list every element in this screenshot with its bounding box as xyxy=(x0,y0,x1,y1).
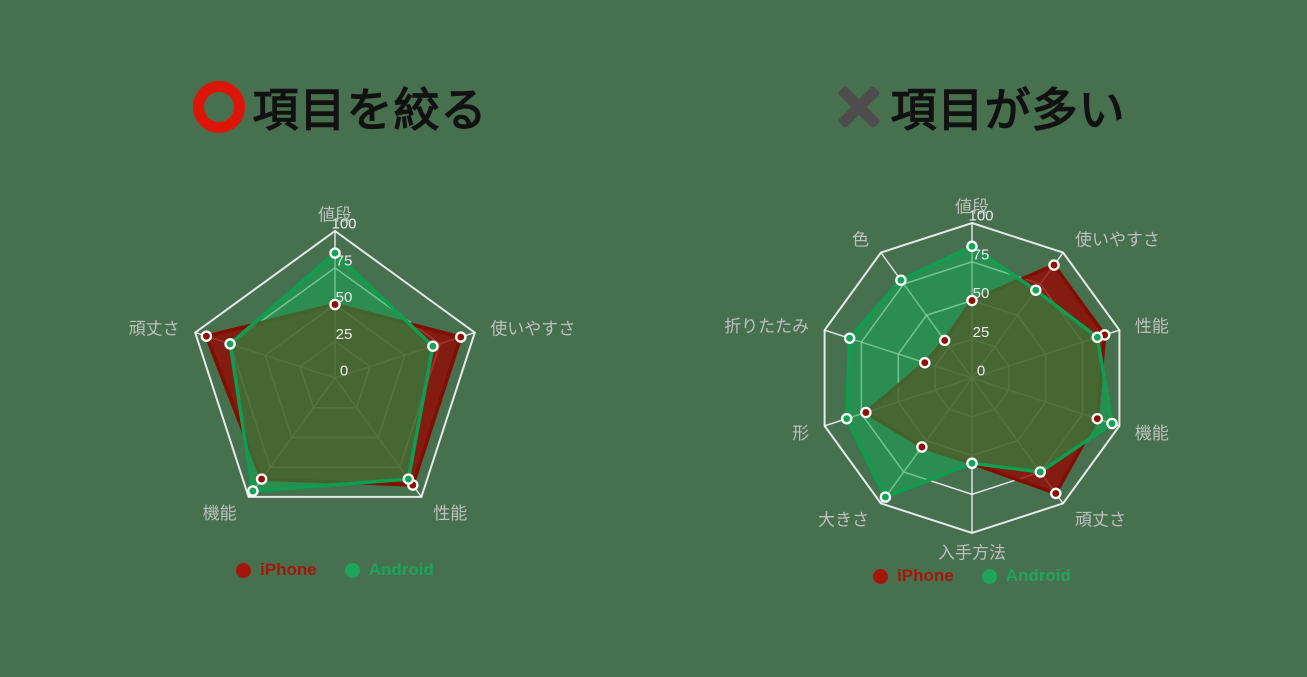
iphone-data-point xyxy=(1050,487,1062,500)
iphone-data-point xyxy=(329,298,341,311)
tick-label-100: 100 xyxy=(331,216,356,233)
axis-label-3: 機能 xyxy=(203,504,237,523)
android-data-point xyxy=(895,274,907,286)
red-circle-icon xyxy=(192,81,245,133)
android-data-point xyxy=(1106,417,1118,430)
tick-label-50: 50 xyxy=(336,289,353,306)
android-data-point xyxy=(402,473,415,485)
right-chart-legend: iPhone Android xyxy=(772,566,1172,586)
iphone-data-point xyxy=(919,356,931,369)
iphone-data-point xyxy=(1091,412,1104,425)
right-chart-title-text: 項目が多い xyxy=(890,84,1126,136)
tick-label-100: 100 xyxy=(968,208,993,225)
android-data-point xyxy=(329,247,341,259)
tick-label-0: 0 xyxy=(977,363,985,380)
android-series-swatch xyxy=(344,562,360,578)
tick-label-75: 75 xyxy=(336,252,353,269)
tick-label-50: 50 xyxy=(973,285,990,302)
tick-label-25: 25 xyxy=(973,324,990,341)
axis-label-7: 形 xyxy=(792,424,809,443)
android-data-point xyxy=(966,240,978,253)
axis-label-0: 値段 xyxy=(318,206,352,225)
axis-label-5: 入手方法 xyxy=(938,544,1006,563)
axis-label-6: 大きさ xyxy=(818,511,869,530)
axis-label-2: 性能 xyxy=(1135,317,1169,336)
android-data-point xyxy=(843,332,856,344)
tick-label-0: 0 xyxy=(340,363,348,380)
android-data-point xyxy=(1030,284,1042,296)
grid-ring-100 xyxy=(194,229,476,498)
android-series-area xyxy=(228,251,435,493)
iphone-data-point xyxy=(860,406,872,419)
android-data-point xyxy=(224,338,236,350)
axis-label-8: 折りたたみ xyxy=(724,317,809,336)
iphone-data-point xyxy=(1048,259,1060,271)
android-data-point xyxy=(247,485,259,497)
legend-label-android: Android xyxy=(368,560,434,579)
left-chart-title-text: 項目を絞る xyxy=(252,84,488,136)
right-chart-title: 項目が多い xyxy=(700,72,1260,142)
android-data-point xyxy=(427,340,439,352)
iphone-series-swatch xyxy=(873,568,889,584)
axis-label-0: 値段 xyxy=(955,198,989,217)
legend-item-iphone: iPhone xyxy=(873,566,954,586)
android-data-point xyxy=(1034,466,1047,478)
iphone-data-point xyxy=(200,330,213,342)
axis-label-4: 頑丈さ xyxy=(129,320,180,339)
android-series-swatch xyxy=(981,568,997,584)
axis-label-1: 使いやすさ xyxy=(490,319,575,339)
axis-label-3: 機能 xyxy=(1135,424,1169,443)
legend-label-android: Android xyxy=(1005,566,1071,585)
legend-item-iphone: iPhone xyxy=(236,560,317,580)
android-data-point xyxy=(1091,331,1104,344)
legend-label-iphone: iPhone xyxy=(260,560,317,579)
axis-label-4: 頑丈さ xyxy=(1075,511,1126,530)
left-chart-legend: iPhone Android xyxy=(135,560,535,580)
iphone-data-point xyxy=(916,441,928,453)
axis-label-9: 色 xyxy=(852,231,869,250)
iphone-data-point xyxy=(938,334,951,347)
iphone-series-swatch xyxy=(236,562,252,578)
tick-label-25: 25 xyxy=(336,326,353,343)
legend-label-iphone: iPhone xyxy=(897,566,954,585)
legend-item-android: Android xyxy=(344,560,434,580)
android-data-point xyxy=(840,412,853,425)
iphone-data-point xyxy=(255,473,268,485)
iphone-data-point xyxy=(455,331,467,343)
grid-ring-100 xyxy=(823,221,1121,535)
android-data-point xyxy=(879,491,892,503)
cross-mark-icon xyxy=(835,83,883,131)
tick-label-75: 75 xyxy=(973,246,990,263)
iphone-data-point xyxy=(966,294,978,307)
legend-item-android: Android xyxy=(981,566,1071,586)
left-chart-title: 項目を絞る xyxy=(60,72,620,142)
android-data-point xyxy=(966,457,978,470)
axis-label-2: 性能 xyxy=(433,504,467,523)
axis-label-1: 使いやすさ xyxy=(1075,230,1160,250)
